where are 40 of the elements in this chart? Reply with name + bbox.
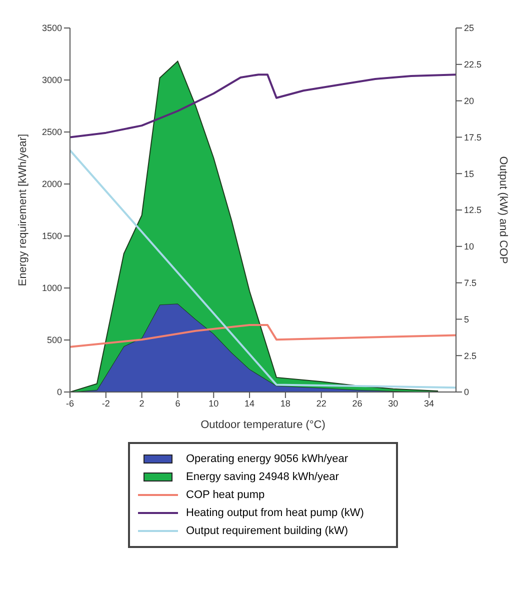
legend-label: Heating output from heat pump (kW)	[186, 507, 364, 519]
y-tick-label: 3000	[42, 75, 62, 86]
y2-tick-label: 0	[464, 387, 470, 398]
y-axis-title: Energy requirement [kWh/year]	[16, 134, 29, 286]
y-tick-label: 1000	[42, 283, 62, 294]
y2-tick-label: 25	[464, 23, 474, 34]
y2-tick-label: 22.5	[464, 60, 482, 70]
y2-tick-label: 12.5	[464, 205, 482, 216]
legend-label: Output requirement building (kW)	[186, 525, 348, 537]
x-tick-label: 14	[244, 398, 255, 408]
y-tick-label: 2500	[42, 127, 62, 138]
legend-label: Energy saving 24948 kWh/year	[186, 471, 339, 483]
x-tick-label: 2	[139, 398, 144, 408]
x-tick-label: 34	[424, 398, 434, 408]
x-tick-label: 22	[316, 398, 326, 408]
x-tick-label: 18	[280, 398, 290, 408]
line-series	[70, 74, 456, 138]
x-tick-label: 30	[388, 398, 398, 408]
y2-tick-label: 17.5	[464, 132, 482, 142]
x-tick-label: 10	[208, 398, 219, 408]
x-tick-label: -2	[102, 398, 110, 408]
legend-label: COP heat pump	[186, 489, 265, 501]
legend-label: Operating energy 9056 kWh/year	[186, 453, 348, 465]
x-tick-label: -6	[66, 398, 74, 408]
y-tick-label: 1500	[42, 231, 62, 242]
y2-tick-label: 15	[464, 168, 474, 179]
y2-tick-label: 7.5	[464, 278, 477, 288]
x-axis-title: Outdoor temperature (°C)	[200, 419, 326, 431]
y-tick-label: 500	[46, 335, 62, 346]
x-tick-label: 6	[175, 398, 180, 408]
y2-tick-label: 2.5	[464, 350, 477, 361]
y-tick-label: 2000	[42, 179, 62, 190]
line-series	[70, 324, 456, 348]
y2-tick-label: 5	[464, 314, 470, 324]
y2-tick-label: 10	[464, 242, 474, 252]
y2-axis-title: Output (kW) and COP	[497, 156, 510, 264]
y-tick-label: 0	[56, 387, 62, 398]
y2-tick-label: 20	[464, 96, 474, 106]
y-tick-label: 3500	[42, 23, 62, 34]
x-tick-label: 26	[352, 398, 362, 408]
